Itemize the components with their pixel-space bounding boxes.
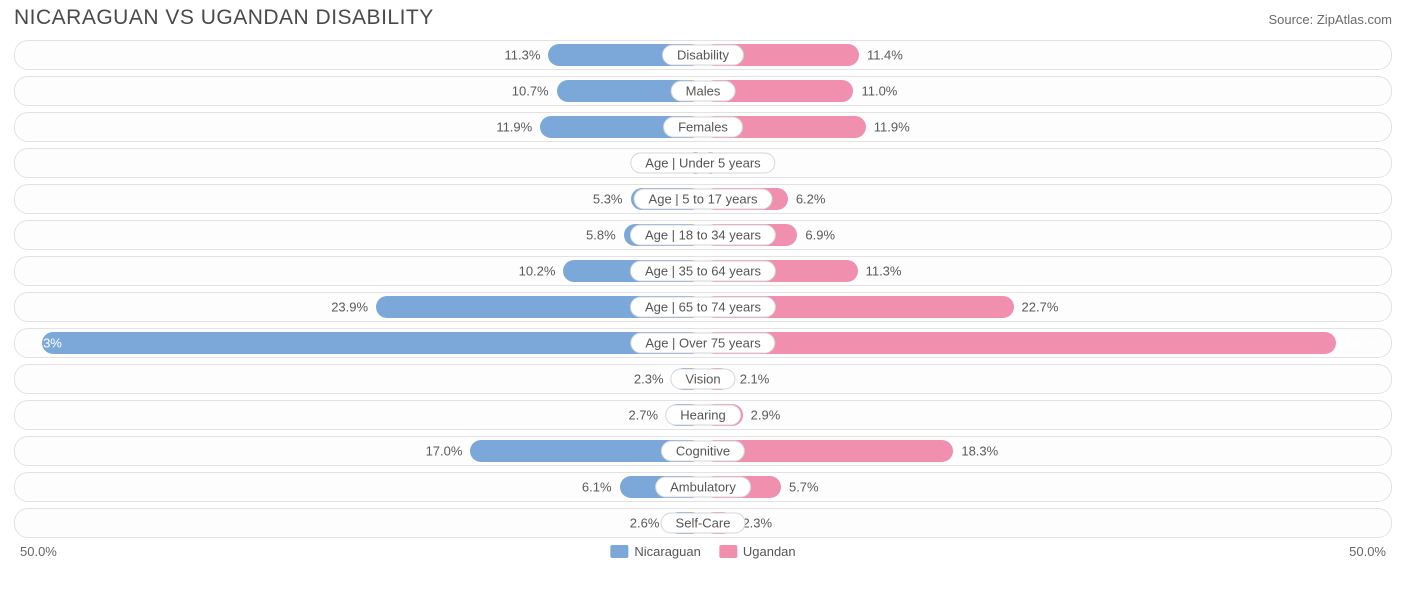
chart-row: 2.7% 2.9% Hearing — [14, 400, 1392, 430]
category-pill: Hearing — [665, 405, 741, 426]
category-pill: Cognitive — [661, 441, 745, 462]
category-pill: Females — [663, 117, 743, 138]
legend-label-left: Nicaraguan — [634, 544, 701, 559]
category-pill: Self-Care — [661, 513, 746, 534]
chart-row: 48.3% 46.3% Age | Over 75 years — [14, 328, 1392, 358]
value-left: 11.3% — [505, 48, 541, 63]
bar-right — [703, 332, 1336, 354]
chart-row: 11.9% 11.9% Females — [14, 112, 1392, 142]
value-left: 10.7% — [512, 84, 549, 99]
chart-row: 11.3% 11.4% Disability — [14, 40, 1392, 70]
header: NICARAGUAN VS UGANDAN DISABILITY Source:… — [0, 0, 1406, 40]
chart-row: 2.6% 2.3%Self-Care — [14, 508, 1392, 538]
chart-title: NICARAGUAN VS UGANDAN DISABILITY — [14, 6, 434, 30]
value-right: 2.9% — [751, 408, 781, 423]
value-right: 2.3% — [742, 516, 772, 531]
chart-row: 10.7% 11.0% Males — [14, 76, 1392, 106]
legend: Nicaraguan Ugandan — [610, 544, 795, 559]
value-right: 11.0% — [861, 84, 897, 99]
value-left: 10.2% — [519, 264, 556, 279]
value-right: 6.9% — [805, 228, 835, 243]
value-left: 23.9% — [331, 300, 368, 315]
legend-swatch-right — [719, 545, 737, 558]
value-left: 6.1% — [582, 480, 612, 495]
value-left: 48.3% — [25, 336, 62, 351]
value-left: 5.3% — [593, 192, 623, 207]
value-right: 18.3% — [961, 444, 998, 459]
value-right: 2.1% — [740, 372, 770, 387]
category-pill: Age | Under 5 years — [630, 153, 775, 174]
category-pill: Age | 18 to 34 years — [630, 225, 776, 246]
axis-left-label: 50.0% — [20, 544, 57, 559]
legend-swatch-left — [610, 545, 628, 558]
category-pill: Age | 65 to 74 years — [630, 297, 776, 318]
category-pill: Males — [671, 81, 736, 102]
chart-row: 17.0% 18.3% Cognitive — [14, 436, 1392, 466]
legend-item-left: Nicaraguan — [610, 544, 701, 559]
value-left: 2.3% — [634, 372, 664, 387]
axis-legend-row: 50.0% 50.0% Nicaraguan Ugandan — [14, 544, 1392, 566]
chart-row: 10.2% 11.3% Age | 35 to 64 years — [14, 256, 1392, 286]
value-right: 6.2% — [796, 192, 826, 207]
value-right: 11.4% — [867, 48, 903, 63]
category-pill: Age | 5 to 17 years — [634, 189, 773, 210]
legend-item-right: Ugandan — [719, 544, 796, 559]
value-left: 2.7% — [628, 408, 658, 423]
chart-row: 1.1%1.1%Age | Under 5 years — [14, 148, 1392, 178]
category-pill: Age | 35 to 64 years — [630, 261, 776, 282]
category-pill: Vision — [670, 369, 735, 390]
bar-left — [42, 332, 703, 354]
category-pill: Ambulatory — [655, 477, 751, 498]
chart-row: 23.9% 22.7% Age | 65 to 74 years — [14, 292, 1392, 322]
chart-area: 11.3% 11.4% Disability 10.7% 11.0% Males 11.9%… — [0, 40, 1406, 570]
value-right: 11.9% — [874, 120, 910, 135]
chart-row: 5.8% 6.9% Age | 18 to 34 years — [14, 220, 1392, 250]
source-attribution: Source: ZipAtlas.com — [1268, 12, 1392, 27]
legend-label-right: Ugandan — [743, 544, 796, 559]
value-right: 5.7% — [789, 480, 819, 495]
diverging-bar-chart: 11.3% 11.4% Disability 10.7% 11.0% Males 11.9%… — [14, 40, 1392, 538]
value-left: 5.8% — [586, 228, 616, 243]
value-left: 11.9% — [496, 120, 532, 135]
value-right: 46.3% — [1344, 336, 1381, 351]
value-left: 17.0% — [426, 444, 463, 459]
axis-right-label: 50.0% — [1349, 544, 1386, 559]
category-pill: Age | Over 75 years — [630, 333, 775, 354]
value-left: 2.6% — [630, 516, 660, 531]
chart-row: 2.3% 2.1% Vision — [14, 364, 1392, 394]
category-pill: Disability — [662, 45, 744, 66]
value-right: 11.3% — [866, 264, 902, 279]
chart-row: 5.3% 6.2% Age | 5 to 17 years — [14, 184, 1392, 214]
value-right: 22.7% — [1022, 300, 1059, 315]
chart-row: 6.1% 5.7% Ambulatory — [14, 472, 1392, 502]
